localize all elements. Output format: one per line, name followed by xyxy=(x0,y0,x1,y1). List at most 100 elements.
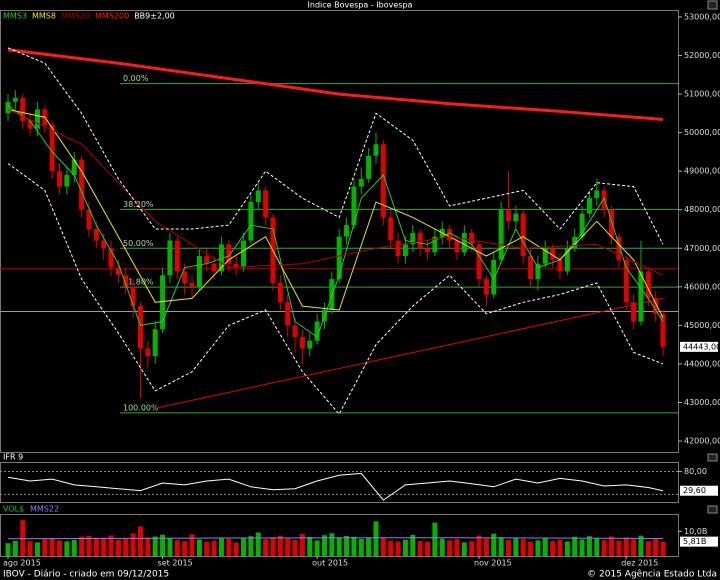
volume-bar xyxy=(645,541,651,556)
volume-bar xyxy=(638,535,644,556)
candle-body xyxy=(86,209,92,229)
icon[interactable] xyxy=(707,505,718,514)
candle-body xyxy=(182,271,188,283)
volume-bar xyxy=(255,532,261,556)
volume-bar xyxy=(57,540,63,556)
panel-title: IFR 9 xyxy=(3,453,23,462)
y-tick-label: 47000,00 xyxy=(684,244,720,253)
volume-bar xyxy=(182,541,188,556)
candle-body xyxy=(12,97,18,102)
volume-bar xyxy=(101,537,107,556)
candle-body xyxy=(71,159,77,176)
y-tick-label: 50000,00 xyxy=(684,128,720,137)
volume-bar xyxy=(145,537,151,556)
volume-bar xyxy=(115,539,121,556)
volume-bar xyxy=(108,535,114,556)
y-tick-label: 42000,00 xyxy=(684,437,720,446)
volume-bar xyxy=(79,536,85,556)
candle-body xyxy=(292,325,298,337)
candle-body xyxy=(505,209,511,222)
candle-body xyxy=(380,144,386,218)
fibonacci-label: 61.80% xyxy=(123,278,154,287)
candle-body xyxy=(27,121,33,129)
candle-body xyxy=(204,255,210,264)
candle-body xyxy=(653,298,659,314)
volume-bar xyxy=(233,542,239,556)
volume-bar xyxy=(557,539,563,556)
volume-bar xyxy=(373,521,379,556)
volume-bar xyxy=(505,539,511,556)
panel-title: VOL$ xyxy=(3,505,24,514)
volume-bar xyxy=(660,541,666,556)
candle-body xyxy=(476,244,482,280)
candle-body xyxy=(550,248,556,260)
volume-bar xyxy=(270,537,276,556)
candle-body xyxy=(189,282,195,287)
candle-body xyxy=(248,202,254,241)
candle-body xyxy=(366,155,372,179)
volume-bar xyxy=(653,538,659,556)
volume-bar xyxy=(248,536,254,556)
x-tick-label: ago 2015 xyxy=(3,559,41,568)
candle-body xyxy=(373,144,379,156)
candle-body xyxy=(263,190,269,218)
volume-bar xyxy=(152,536,158,556)
indicator-line xyxy=(7,48,664,121)
candle-body xyxy=(115,267,121,276)
candle-body xyxy=(57,171,63,187)
y-tick-label: 46000,00 xyxy=(684,282,720,291)
main-panel xyxy=(0,10,679,453)
indicator-line xyxy=(7,109,664,276)
volume-bar xyxy=(20,520,26,556)
volume-bar xyxy=(616,540,622,556)
volume-bar xyxy=(439,538,445,556)
volume-bar xyxy=(410,535,416,556)
x-tick-label: dez 2015 xyxy=(621,559,658,568)
volume-bar xyxy=(196,539,202,556)
volume-bar xyxy=(461,542,467,556)
candle-body xyxy=(344,225,350,237)
volume-bar xyxy=(64,541,70,556)
candle-body xyxy=(660,313,666,347)
candle-body xyxy=(174,240,180,272)
panel-icons xyxy=(707,0,718,514)
candle-body xyxy=(20,97,26,122)
icon[interactable] xyxy=(707,453,718,462)
last-value-label: 44443,00 xyxy=(683,342,720,351)
volume-bar xyxy=(447,540,453,556)
volume-bar xyxy=(513,538,519,556)
y-tick-label: 43000,00 xyxy=(684,398,720,407)
candle-body xyxy=(594,190,600,199)
volume-bar xyxy=(535,540,541,556)
volume-bar xyxy=(241,537,247,556)
candle-body xyxy=(145,348,151,357)
candle-body xyxy=(160,275,166,330)
candle-body xyxy=(5,101,11,114)
volume-bar xyxy=(388,540,394,556)
candle-body xyxy=(557,259,563,272)
volume-bar xyxy=(174,540,180,556)
icon[interactable] xyxy=(707,0,718,10)
volume-bar xyxy=(307,536,313,556)
legend-entry: MMS22 xyxy=(30,505,59,514)
trend-line xyxy=(155,297,664,409)
candle-body xyxy=(513,213,519,222)
fibonacci-label: 0.00% xyxy=(123,74,149,83)
indicator-line xyxy=(7,163,664,415)
volume-bar xyxy=(299,534,305,556)
volume-bar xyxy=(402,539,408,556)
volume-bar xyxy=(366,537,372,556)
volume-bar xyxy=(123,538,129,556)
candle-body xyxy=(601,190,607,210)
volume-bar xyxy=(336,537,342,556)
legend-entry: MMS200 xyxy=(95,12,129,21)
volume-bar xyxy=(572,536,578,556)
candle-body xyxy=(616,236,622,260)
last-value-box xyxy=(680,536,718,547)
volume-bar xyxy=(211,540,217,556)
candle-body xyxy=(277,282,283,303)
candle-body xyxy=(432,236,438,253)
y-tick-label: 10,0B xyxy=(684,527,707,536)
volume-bar xyxy=(189,534,195,556)
